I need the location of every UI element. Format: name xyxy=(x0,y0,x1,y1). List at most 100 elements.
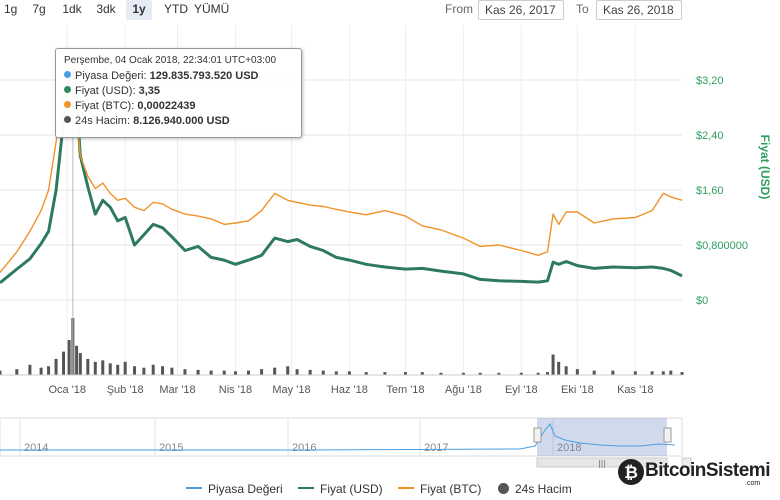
x-tick-label: Eki '18 xyxy=(561,384,594,396)
tooltip-row-price-btc: Fiyat (BTC): 0,00022439 xyxy=(64,99,293,114)
x-tick-label: May '18 xyxy=(272,384,310,396)
volume-bar xyxy=(142,367,146,375)
volume-bar xyxy=(161,366,165,375)
volume-bar xyxy=(47,366,51,375)
navigator-handle[interactable] xyxy=(663,427,672,443)
zoom-button-ytd[interactable]: YTD xyxy=(164,2,188,16)
legend-label: Piyasa Değeri xyxy=(208,482,283,496)
volume-bar xyxy=(116,364,120,375)
zoom-button-1m[interactable]: 1dk xyxy=(62,2,82,16)
volume-bar xyxy=(260,369,264,375)
x-tick-label: Nis '18 xyxy=(219,384,252,396)
navigator: 2014 2015 2016 2017 2018 ||| xyxy=(0,417,692,468)
x-tick-label: Oca '18 xyxy=(48,384,86,396)
navigator-tick-label: 2017 xyxy=(424,442,448,454)
volume-bar xyxy=(286,366,290,375)
volume-bar xyxy=(108,363,112,375)
volume-bar xyxy=(564,366,568,375)
bitcoinsistemi-logo: ₿ BitcoinSistemi .com xyxy=(617,454,777,488)
volume-bar xyxy=(592,370,596,375)
volume-bar xyxy=(439,372,443,375)
x-tick-label: Şub '18 xyxy=(107,384,144,396)
volume-bar xyxy=(321,370,325,375)
dot-icon xyxy=(64,101,71,108)
volume-bar xyxy=(334,371,338,375)
data-tooltip: Perşembe, 04 Ocak 2018, 22:34:01 UTC+03:… xyxy=(55,48,302,138)
volume-bar xyxy=(101,360,105,375)
zoom-button-3m[interactable]: 3dk xyxy=(96,2,116,16)
price-chart[interactable]: $0 $0,800000 $1,60 $2,40 $3,20 Fiyat (USD) Oca… xyxy=(0,0,780,480)
tooltip-value: 3,35 xyxy=(138,85,160,97)
volume-bar xyxy=(308,369,312,375)
volume-bar xyxy=(28,364,32,375)
volume-bar xyxy=(67,339,71,375)
volume-bar xyxy=(15,369,19,375)
x-tick-label: Mar '18 xyxy=(159,384,195,396)
x-tick-label: Ağu '18 xyxy=(445,384,482,396)
legend-item-price-usd[interactable]: Fiyat (USD) xyxy=(298,481,383,497)
volume-bar xyxy=(575,369,579,375)
x-tick-label: Eyl '18 xyxy=(505,384,538,396)
axes: $0 $0,800000 $1,60 $2,40 $3,20 Fiyat (USD) Oca… xyxy=(0,75,772,396)
volume-bar xyxy=(551,354,555,375)
tooltip-value: 129.835.793.520 USD xyxy=(149,70,259,82)
tooltip-label: Fiyat (USD) xyxy=(75,85,133,97)
x-tick-label: Tem '18 xyxy=(386,384,424,396)
volume-bar xyxy=(209,370,213,375)
legend-label: 24s Hacim xyxy=(515,482,572,496)
logo-text: BitcoinSistemi xyxy=(645,460,770,481)
from-date-input[interactable]: Kas 26, 2017 xyxy=(478,0,564,20)
volume-bar xyxy=(39,367,43,375)
navigator-tick-label: 2018 xyxy=(557,442,581,454)
zoom-button-1y[interactable]: 1y xyxy=(126,0,152,20)
y-tick-label: $2,40 xyxy=(696,130,724,142)
volume-bar xyxy=(403,372,407,375)
dot-icon xyxy=(64,116,71,123)
logo-suffix: .com xyxy=(745,480,761,487)
tooltip-row-market-cap: Piyasa Değeri: 129.835.793.520 USD xyxy=(64,69,293,84)
navigator-tick-label: 2014 xyxy=(24,442,48,454)
tooltip-label: 24s Hacim xyxy=(75,115,127,127)
volume-bar xyxy=(680,372,684,375)
volume-bar xyxy=(75,345,79,375)
tooltip-value: 0,00022439 xyxy=(137,100,196,112)
zoom-button-1d[interactable]: 1g xyxy=(4,2,18,16)
zoom-button-all[interactable]: YÜMÜ xyxy=(194,2,230,16)
dot-icon xyxy=(64,71,71,78)
to-label: To xyxy=(576,2,589,16)
zoom-button-7d[interactable]: 7g xyxy=(32,2,46,16)
navigator-handle[interactable] xyxy=(533,427,542,443)
tooltip-label: Piyasa Değeri xyxy=(75,70,144,82)
dot-icon xyxy=(64,86,71,93)
tooltip-value: 8.126.940.000 USD xyxy=(133,115,230,127)
volume-bar xyxy=(196,369,200,375)
volume-bar xyxy=(669,370,673,375)
volume-bar xyxy=(183,369,187,375)
volume-bar xyxy=(519,372,523,375)
volume-bar xyxy=(461,372,465,375)
navigator-series xyxy=(0,423,676,451)
scrollbar-thumb[interactable] xyxy=(536,457,668,468)
bitcoin-logo-icon: ₿ xyxy=(618,459,644,485)
legend-item-price-btc[interactable]: Fiyat (BTC) xyxy=(398,481,481,497)
scrollbar-arrow-right[interactable] xyxy=(681,457,692,468)
volume-bar xyxy=(633,371,637,375)
legend-item-volume[interactable]: 24s Hacim xyxy=(498,481,572,497)
line-icon xyxy=(186,487,202,489)
y-axis-title: Fiyat (USD) xyxy=(758,135,772,200)
volume-bars xyxy=(0,318,684,375)
volume-bar xyxy=(536,372,540,375)
volume-bar xyxy=(233,371,237,375)
volume-bar xyxy=(54,358,58,375)
legend-item-market-cap[interactable]: Piyasa Değeri xyxy=(186,481,283,497)
line-icon xyxy=(298,487,314,489)
volume-bar xyxy=(545,372,549,375)
scrollbar-grip-icon: ||| xyxy=(598,459,606,468)
y-tick-label: $0,800000 xyxy=(696,240,748,252)
volume-bar xyxy=(420,372,424,375)
to-date-input[interactable]: Kas 26, 2018 xyxy=(596,0,682,20)
volume-bar xyxy=(611,370,615,375)
volume-bar xyxy=(295,369,299,375)
volume-bar xyxy=(222,370,226,375)
volume-bar xyxy=(650,371,654,375)
